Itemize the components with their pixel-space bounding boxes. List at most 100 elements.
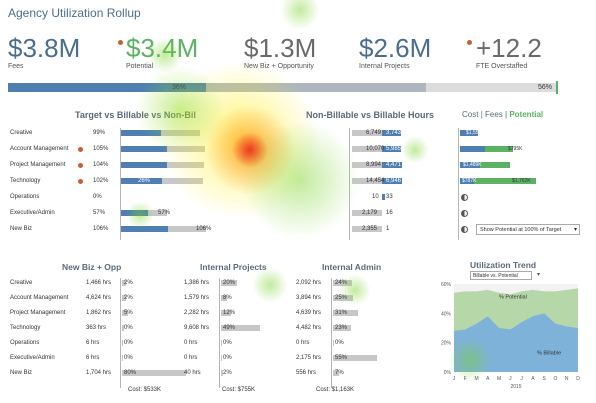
heatmap-blob xyxy=(339,274,371,306)
admin-pct: 23% xyxy=(335,325,348,331)
kpi-label: FTE Overstaffed xyxy=(476,63,528,70)
admin-pct: 31% xyxy=(335,310,348,316)
admin-pct: 25% xyxy=(335,295,348,301)
kpi-value: $3.4M xyxy=(126,33,199,63)
billable-hours-bar[interactable] xyxy=(382,146,401,152)
internal-bar[interactable] xyxy=(221,340,222,346)
department-label: New Biz xyxy=(10,370,33,376)
admin-bar[interactable] xyxy=(333,370,339,376)
kpi-value: $2.6M xyxy=(359,33,432,63)
newbiz-bar[interactable] xyxy=(122,310,129,316)
department-label: Project Management xyxy=(10,162,66,168)
nonbillable-hours: 10,070 xyxy=(366,146,385,152)
newbiz-bar[interactable] xyxy=(122,295,126,301)
internal-bar[interactable] xyxy=(221,280,237,286)
kpi-potential[interactable]: $3.4M Potential xyxy=(126,34,198,70)
admin-bar[interactable] xyxy=(333,295,353,301)
nonbillable-hours-bar[interactable] xyxy=(352,178,382,184)
newbiz-bar[interactable] xyxy=(122,355,123,361)
x-tick-label: M xyxy=(497,376,501,382)
kpi-label: Fees xyxy=(8,63,24,70)
admin-bar[interactable] xyxy=(333,325,352,331)
chevron-down-icon[interactable]: ▾ xyxy=(537,272,541,278)
nonbillable-hours-bar[interactable] xyxy=(352,210,382,216)
target-pct: 102% xyxy=(93,178,109,184)
internal-bar[interactable] xyxy=(221,295,228,301)
tab-separator: | xyxy=(505,110,508,119)
billable-hours-bar[interactable] xyxy=(382,130,402,136)
admin-hours: 2,092 hrs xyxy=(296,280,322,286)
billable-bar[interactable] xyxy=(121,226,168,232)
section-nonbillable-vs-billable: Non-Billable vs Billable Hours xyxy=(306,110,435,120)
newbiz-hours: 6 hrs xyxy=(86,340,100,346)
admin-bar[interactable] xyxy=(333,280,353,286)
fees-bar[interactable] xyxy=(460,130,478,136)
metric-tabs: Cost | Fees | Potential xyxy=(462,110,543,119)
kpi-new-biz[interactable]: $1.3M New Biz + Opportunity xyxy=(244,34,316,70)
nonbillable-hours-bar[interactable] xyxy=(352,146,382,152)
section-target-vs-billable: Target vs Billable vs Non-Bil xyxy=(75,110,196,120)
nonbillable-hours: 8,994 xyxy=(366,162,382,168)
tab-fees[interactable]: Fees xyxy=(485,110,503,119)
kpi-internal-projects[interactable]: $2.6M Internal Projects xyxy=(359,34,431,70)
admin-hours: 4,482 hrs xyxy=(296,325,322,331)
newbiz-bar[interactable] xyxy=(122,325,124,331)
newbiz-bar[interactable] xyxy=(122,340,123,346)
admin-bar[interactable] xyxy=(333,310,358,316)
alert-dot-icon xyxy=(118,40,123,45)
nonbillable-hours-bar[interactable] xyxy=(352,162,382,168)
heatmap-blob xyxy=(205,105,295,195)
overall-utilization-bar[interactable] xyxy=(8,83,558,92)
x-tick-label: D xyxy=(576,376,580,382)
show-potential-select[interactable]: Show Potential at 100% of Target ▾ xyxy=(476,224,580,235)
internal-bar[interactable] xyxy=(221,355,222,361)
billable-hours: 16 xyxy=(386,210,393,216)
internal-bar[interactable] xyxy=(221,370,223,376)
overall-billable-pct: 36% xyxy=(172,84,187,91)
billable-hours: 1 xyxy=(386,226,390,232)
billable-hours-bar[interactable] xyxy=(382,162,403,168)
fees-bar[interactable] xyxy=(460,146,485,152)
potential-value: $787K xyxy=(462,178,477,184)
admin-bar[interactable] xyxy=(333,340,334,346)
internal-cost: Cost: $755K xyxy=(222,387,256,393)
alert-dot-icon xyxy=(78,179,83,184)
trend-select[interactable]: Billable vs. Potential xyxy=(470,271,532,280)
overall-potential-pct: 56% xyxy=(538,84,553,91)
billable-bar[interactable] xyxy=(121,162,167,168)
y-tick-label: 60% xyxy=(441,282,452,288)
kpi-fees[interactable]: $3.8M Fees xyxy=(8,34,80,70)
billable-hours-bar[interactable] xyxy=(382,178,403,184)
heatmap-blob xyxy=(240,120,360,240)
nonbillable-hours-bar[interactable] xyxy=(352,226,382,232)
internal-bar[interactable] xyxy=(221,325,261,331)
admin-hours: 2,175 hrs xyxy=(296,355,322,361)
newbiz-hours: 4,624 hrs xyxy=(86,295,112,301)
department-label: Executive/Admin xyxy=(10,355,55,361)
kpi-fte-overstaffed[interactable]: +12.2 FTE Overstaffed xyxy=(476,34,542,70)
tab-cost[interactable]: Cost xyxy=(462,110,479,119)
potential-bar[interactable] xyxy=(485,146,513,152)
internal-bar[interactable] xyxy=(221,310,231,316)
admin-bar[interactable] xyxy=(333,355,377,361)
billable-area xyxy=(454,313,578,372)
billable-bar[interactable] xyxy=(121,210,149,216)
target-pct: 57% xyxy=(93,210,106,216)
newbiz-bar[interactable] xyxy=(122,370,186,376)
newbiz-pct: 80% xyxy=(124,370,137,376)
internal-pct: 0% xyxy=(223,340,232,346)
nonbillable-hours: 14,454 xyxy=(366,178,385,184)
billable-bar[interactable] xyxy=(121,130,161,136)
tab-potential[interactable]: Potential xyxy=(509,110,544,119)
potential-bar[interactable] xyxy=(474,178,536,184)
potential-bar[interactable] xyxy=(480,162,510,168)
newbiz-bar[interactable] xyxy=(122,280,126,286)
fees-bar[interactable] xyxy=(460,178,474,184)
nonbillable-hours: 10 xyxy=(372,194,379,200)
billable-hours-bar[interactable] xyxy=(382,194,385,200)
internal-hours: 0 hrs xyxy=(184,355,198,361)
fees-bar[interactable] xyxy=(460,162,480,168)
billable-bar[interactable] xyxy=(121,178,162,184)
billable-bar[interactable] xyxy=(121,146,168,152)
nonbillable-hours-bar[interactable] xyxy=(352,130,382,136)
